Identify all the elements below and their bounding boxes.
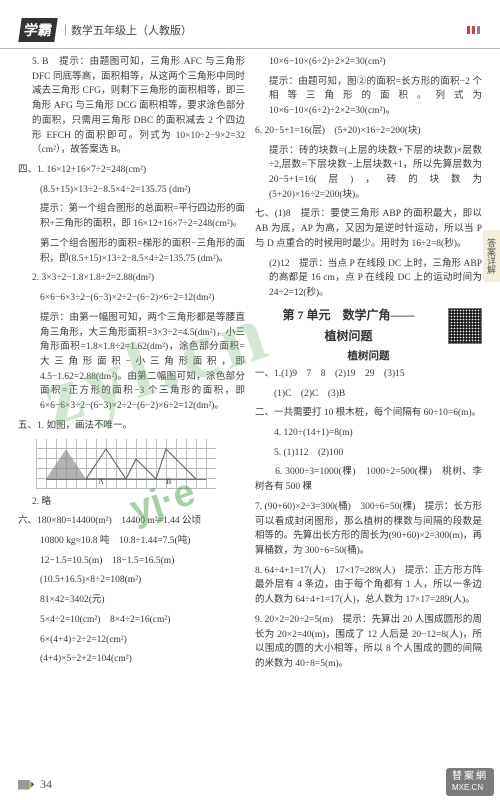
side-tab: 答案详解: [483, 230, 500, 282]
text: 6×(4+4)÷2÷2=12(cm²): [18, 633, 245, 648]
text: 6. 3000÷3=1000(棵) 1000÷2=500(棵) 桃树、李树各有 …: [255, 465, 482, 494]
text: 一、1.(1)9 7 8 (2)19 29 (3)15: [255, 367, 482, 382]
text: 6×6−6×3÷2−(6−3)×2÷2−(6−2)×6÷2=12(dm²): [18, 291, 245, 306]
page-number-wrap: 34: [18, 777, 52, 792]
page-title: ｜数学五年级上（人教版）: [60, 22, 192, 38]
text: 五、1. 如图，画法不唯一。: [18, 419, 245, 434]
fig-label-b: B: [166, 477, 171, 486]
text: 2. 略: [18, 495, 245, 510]
text: (10.5+16.5)×8÷2=108(m²): [18, 573, 245, 588]
text: 5×4÷2=10(cm²) 8×4÷2=16(cm²): [18, 613, 245, 628]
subsection-heading: 植树问题: [255, 348, 482, 363]
text: 提示：由题可知，图②的面积=长方形的面积−2 个相等三角形的面积。列式为 10×…: [255, 75, 482, 119]
text: 5. B 提示：由题图可知，三角形 AFC 与三角形 DFC 同底等高，面积相等…: [18, 55, 245, 158]
text: 提示：由第一幅图可知，两个三角形都是等腰直角三角形，大三角形面积=3×3÷2=4…: [18, 311, 245, 414]
text: 二、一共需要打 10 根木桩，每个间隔有 60÷10=6(m)。: [255, 406, 482, 421]
figure-svg: [36, 439, 216, 489]
text: 提示：砖的块数=(上层的块数+下层的块数)×层数÷2,层数=下层块数−上层块数+…: [255, 144, 482, 203]
grid-figure: A B: [36, 439, 216, 489]
text: (1)C (2)C (3)B: [255, 387, 482, 402]
text: 提示：第一个组合图形的总面积=平行四边形的面积+三角形的面积，即 16×12+1…: [18, 202, 245, 231]
text: 10800 kg≈10.8 吨 10.8÷1.44=7.5(吨): [18, 534, 245, 549]
content-columns: 5. B 提示：由题图可知，三角形 AFC 与三角形 DFC 同底等高，面积相等…: [0, 55, 500, 677]
text: 4. 120÷(14+1)=8(m): [255, 426, 482, 441]
corner-brand: 替案網 MXE.CN: [446, 768, 494, 796]
text: 5. (1)112 (2)100: [255, 446, 482, 461]
text: 2. 3×3÷2−1.8×1.8÷2=2.88(dm²): [18, 271, 245, 286]
text: 7. (90+60)×2÷3=300(桶) 300÷6=50(棵) 提示：长方形…: [255, 500, 482, 559]
header-ticks: [467, 26, 480, 34]
text: 六、180×80=14400(m²) 14400 m²=1.44 公顷: [18, 514, 245, 529]
fig-label-a: A: [98, 477, 104, 486]
left-column: 5. B 提示：由题图可知，三角形 AFC 与三角形 DFC 同底等高，面积相等…: [18, 55, 245, 677]
pencil-icon: [18, 780, 34, 790]
right-column: 10×6−10×(6÷2)÷2×2=30(cm²) 提示：由题可知，图②的面积=…: [255, 55, 482, 677]
text: 81×42=3402(元): [18, 593, 245, 608]
qr-code: [448, 308, 482, 344]
text: 9. 20×2=20÷2=5(m) 提示：先算出 20 人围成圆形的周长为 20…: [255, 613, 482, 672]
text: 12−1.5=10.5(m) 18−1.5=16.5(m): [18, 554, 245, 569]
text: (2)12 提示：当点 P 在线段 DC 上时，三角形 ABP 的高都是 16 …: [255, 257, 482, 301]
text: 10×6−10×(6÷2)÷2×2=30(cm²): [255, 55, 482, 70]
text: 四、1. 16×12+16×7÷2=248(cm²): [18, 163, 245, 178]
page-header: 学霸 ｜数学五年级上（人教版）: [0, 18, 500, 49]
corner-brand-url: MXE.CN: [452, 783, 488, 793]
text: 6. 20−5+1=16(层) (5+20)×16÷2=200(块): [255, 124, 482, 139]
text: 8. 64÷4+1=17(人) 17×17=289(人) 提示：正方形方阵最外层…: [255, 564, 482, 608]
text: 第二个组合图形的面积=梯形的面积−三角形的面积，即(8.5+15)×13÷2−8…: [18, 237, 245, 266]
page: 学霸 ｜数学五年级上（人教版） 答案详解 5. B 提示：由题图可知，三角形 A…: [0, 0, 500, 800]
text: (4+4)×5÷2+2=104(cm²): [18, 652, 245, 667]
brand-logo: 学霸: [18, 18, 57, 42]
corner-brand-cn: 替案網: [452, 771, 488, 783]
page-number: 34: [40, 777, 52, 792]
text: 七、(1)8 提示：要使三角形 ABP 的面积最大，即以 AB 为底，AP 为高…: [255, 207, 482, 251]
text: (8.5+15)×13÷2−8.5×4÷2=135.75 (dm²): [18, 183, 245, 198]
